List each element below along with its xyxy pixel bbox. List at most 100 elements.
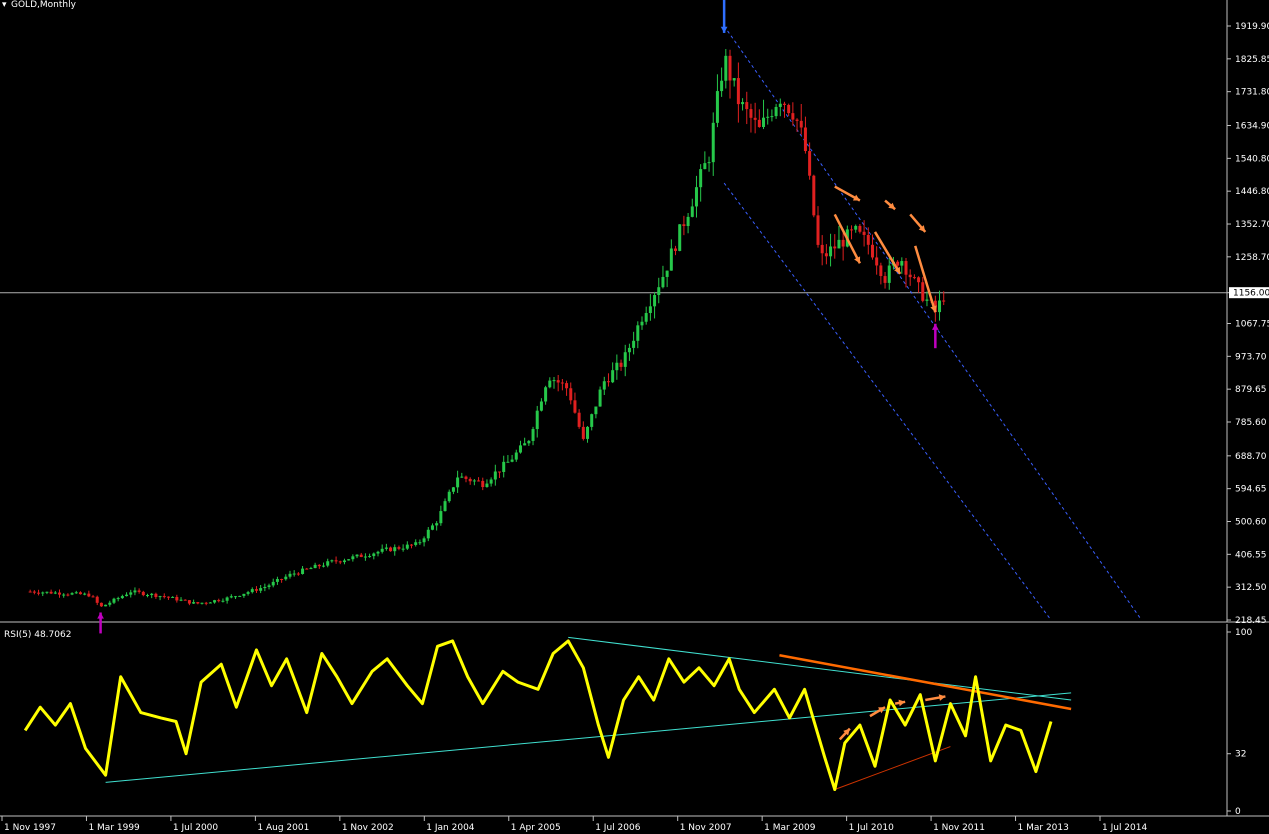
rsi-trendlines (105, 636, 1072, 790)
time-tick-label: 1 Mar 1999 (88, 823, 140, 833)
candle-body (514, 452, 518, 460)
candle-body (594, 406, 598, 415)
price-arrow-head (930, 305, 937, 313)
candle-body (820, 244, 824, 254)
candle-body (296, 573, 300, 575)
price-tick-label: 1352.70 (1235, 220, 1269, 230)
candle-body (99, 602, 103, 607)
candle-body (74, 592, 78, 594)
candle-body (481, 480, 485, 488)
candle-body (544, 387, 548, 402)
candle-body (275, 579, 279, 582)
candle-body (380, 548, 384, 552)
candle-body (669, 248, 673, 271)
candle-body (376, 551, 380, 554)
symbol-dropdown-icon[interactable]: ▾ (2, 0, 7, 10)
candle-body (225, 597, 229, 601)
candle-body (782, 103, 786, 105)
price-tick-label: 1258.70 (1235, 253, 1269, 263)
candle-body (58, 592, 62, 595)
rsi-tick-label: 32 (1235, 750, 1246, 760)
candles (28, 49, 946, 607)
candle-body (41, 592, 45, 594)
candle-body (686, 216, 690, 227)
candle-body (108, 602, 112, 605)
candle-body (229, 596, 233, 598)
candle-body (682, 224, 686, 227)
price-tick-label: 879.65 (1235, 385, 1267, 395)
candle-body (133, 590, 137, 593)
time-tick-label: 1 Jan 2004 (426, 823, 474, 833)
candle-body (460, 476, 464, 478)
candle-body (904, 261, 908, 275)
candle-body (456, 477, 460, 488)
channel-upper (723, 25, 1142, 621)
candle-body (430, 525, 434, 530)
time-tick-label: 1 Nov 2011 (933, 823, 985, 833)
candle-body (254, 589, 258, 591)
candle-body (493, 471, 497, 480)
candle-body (661, 276, 665, 288)
candle-body (921, 282, 925, 301)
candle-body (900, 261, 904, 266)
candle-body (120, 596, 124, 599)
candle-body (242, 593, 246, 596)
candle-body (196, 602, 200, 604)
candle-body (741, 102, 745, 105)
candle-body (472, 480, 476, 482)
candle-body (334, 560, 338, 562)
candle-body (158, 596, 162, 598)
candle-body (347, 559, 351, 561)
candle-body (531, 429, 535, 441)
price-tick-label: 1067.75 (1235, 319, 1269, 329)
price-tick-label: 688.70 (1235, 452, 1267, 462)
candle-body (732, 78, 736, 81)
candle-body (908, 274, 912, 278)
candle-body (32, 591, 36, 593)
candle-body (606, 381, 610, 383)
price-tick-label: 1634.90 (1235, 121, 1269, 131)
price-arrow-head (854, 256, 861, 264)
candle-body (757, 119, 761, 128)
price-arrow-head (918, 225, 926, 232)
rsi-trendline (568, 636, 1072, 701)
price-arrow-shaft (914, 245, 937, 313)
candle-body (422, 538, 426, 543)
candle-body (753, 117, 757, 120)
candle-body (510, 459, 514, 462)
price-tick-label: 312.50 (1235, 583, 1267, 593)
candle-body (824, 253, 828, 257)
candle-body (116, 598, 120, 600)
candle-body (632, 340, 636, 348)
candle-body (699, 169, 703, 188)
candle-body (925, 299, 929, 301)
candle-body (171, 596, 175, 598)
candle-body (812, 175, 816, 216)
candle-body (192, 602, 196, 604)
candle-body (502, 461, 506, 472)
candle-body (246, 592, 250, 594)
candle-body (674, 248, 678, 251)
candle-body (187, 600, 191, 604)
candle-body (841, 239, 845, 247)
price-tick-label: 1540.80 (1235, 154, 1269, 164)
candle-body (267, 585, 271, 587)
candle-body (724, 55, 728, 81)
candle-body (569, 388, 573, 401)
candle-body (104, 604, 108, 607)
candle-body (498, 471, 502, 473)
candle-body (523, 443, 527, 446)
price-panel: 1919.90 1825.85 1731.80 1634.90 1540.80 1446.… (0, 0, 1269, 634)
candle-body (527, 440, 531, 444)
candle-body (715, 91, 719, 123)
candle-body (770, 116, 774, 118)
candle-body (552, 380, 556, 382)
candle-body (389, 547, 393, 552)
candle-body (137, 590, 141, 592)
candle-body (565, 383, 569, 389)
current-price-label: 1156.00 (1233, 289, 1269, 299)
candle-body (355, 554, 359, 557)
time-tick-label: 1 Nov 1997 (4, 823, 56, 833)
rsi-axis: 100 32 0 (1227, 628, 1252, 817)
candle-body (221, 600, 225, 602)
